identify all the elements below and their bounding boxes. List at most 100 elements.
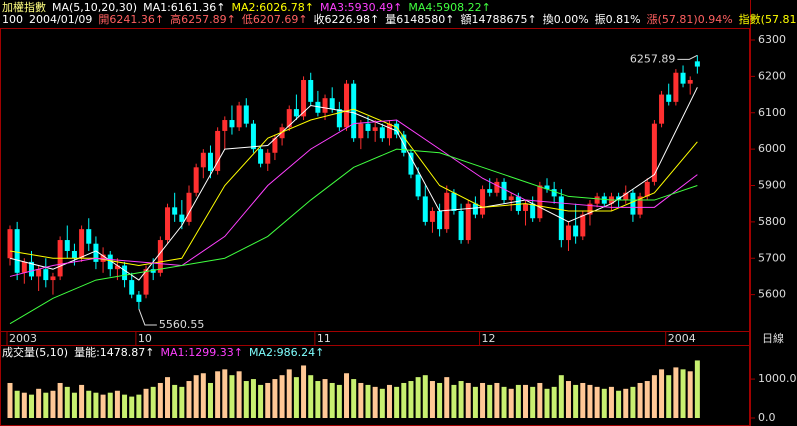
candle-body bbox=[293, 109, 299, 117]
volume-tick-label: 1000.0 bbox=[758, 372, 797, 385]
volume-bar bbox=[193, 375, 199, 418]
volume-bar bbox=[86, 390, 92, 418]
volume-bar bbox=[165, 377, 171, 418]
candle-body bbox=[458, 210, 464, 241]
candle-body bbox=[358, 123, 364, 139]
candle-body bbox=[451, 192, 457, 211]
volume-bar bbox=[250, 379, 256, 418]
candle-body bbox=[523, 203, 529, 211]
volume-bar bbox=[487, 384, 493, 418]
candle-body bbox=[250, 123, 256, 150]
candle-body bbox=[107, 254, 113, 270]
candle-body bbox=[666, 94, 672, 102]
volume-bar bbox=[14, 390, 20, 418]
volume-bar bbox=[200, 373, 206, 418]
candle-body bbox=[143, 269, 149, 295]
volume-bar bbox=[64, 386, 70, 418]
ma-line bbox=[9, 148, 698, 325]
candle-body bbox=[150, 269, 156, 273]
candle-body bbox=[329, 98, 335, 110]
date-frame bbox=[0, 331, 750, 346]
volume-bar bbox=[494, 382, 500, 418]
candle-body bbox=[215, 130, 221, 171]
candle-body bbox=[694, 61, 700, 67]
volume-bar bbox=[43, 392, 49, 418]
candle-body bbox=[236, 105, 242, 128]
volume-bar bbox=[616, 390, 622, 418]
volume-bar bbox=[666, 375, 672, 418]
volume-bar bbox=[508, 388, 514, 418]
volume-bar bbox=[36, 388, 42, 418]
volume-bar bbox=[207, 382, 213, 418]
volume-bar bbox=[114, 390, 120, 418]
header-item: 低6207.69↑ bbox=[242, 13, 308, 26]
y-tick-label: 6300 bbox=[758, 33, 786, 46]
candle-body bbox=[43, 269, 49, 281]
volume-bar bbox=[465, 382, 471, 418]
volume-bar bbox=[580, 382, 586, 418]
candle-body bbox=[14, 229, 20, 273]
candle-body bbox=[444, 192, 450, 230]
volume-bar bbox=[28, 394, 34, 418]
header-item: 高6257.89↑ bbox=[170, 12, 236, 26]
volume-bar bbox=[386, 384, 392, 418]
volume-bar bbox=[680, 369, 686, 418]
candle-body bbox=[637, 196, 643, 215]
header-item: 2004/01/09 bbox=[29, 13, 92, 26]
candle-body bbox=[544, 185, 550, 190]
candle-body bbox=[122, 265, 128, 281]
volume-tick-label: 0.0 bbox=[758, 411, 776, 424]
candle-body bbox=[93, 243, 99, 262]
candle-body bbox=[623, 192, 629, 201]
volume-bar bbox=[687, 371, 693, 418]
volume-bar bbox=[558, 375, 564, 418]
candle-body bbox=[21, 261, 27, 273]
annotation-label: 6257.89 bbox=[630, 52, 676, 65]
volume-bar bbox=[515, 384, 521, 418]
volume-bar bbox=[279, 375, 285, 418]
candle-body bbox=[365, 123, 371, 131]
volume-bar bbox=[623, 388, 629, 418]
volume-bar bbox=[594, 386, 600, 418]
candle-body bbox=[429, 210, 435, 222]
header-item: 指數(57.81)0 bbox=[739, 12, 797, 26]
volume-bar bbox=[315, 381, 321, 418]
header-item: 漲(57.81)0.94% bbox=[647, 13, 733, 26]
candle-body bbox=[172, 207, 178, 215]
annotation-leader bbox=[677, 54, 698, 60]
volume-bar bbox=[659, 369, 665, 418]
candle-body bbox=[243, 105, 249, 124]
x-tick-label: 12 bbox=[482, 332, 496, 345]
volume-bar bbox=[265, 382, 271, 418]
candle-body bbox=[565, 225, 571, 241]
candle-body bbox=[71, 250, 77, 259]
y-tick-label: 5900 bbox=[758, 179, 786, 192]
y-tick-label: 6000 bbox=[758, 142, 786, 155]
volume-bar bbox=[57, 382, 63, 418]
header-item: MA(5,10,20,30) bbox=[52, 1, 137, 14]
candle-body bbox=[515, 196, 521, 211]
header-item: 量能:1478.87↑ bbox=[74, 345, 154, 359]
volume-bar bbox=[308, 375, 314, 418]
volume-bar bbox=[301, 365, 307, 418]
x-tick-label: 10 bbox=[138, 332, 152, 345]
header-item: 加權指數 bbox=[2, 0, 46, 14]
candle-body bbox=[351, 83, 357, 139]
header-item: MA2:986.24↑ bbox=[249, 346, 324, 359]
volume-bar bbox=[79, 384, 85, 418]
candle-body bbox=[680, 72, 686, 84]
y-tick-label: 5600 bbox=[758, 288, 786, 301]
volume-bar bbox=[608, 386, 614, 418]
volume-bar bbox=[429, 381, 435, 418]
candle-body bbox=[286, 109, 292, 128]
header-row: 成交量(5,10) 量能:1478.87↑ MA1:1299.33↑ MA2:986.… bbox=[2, 345, 324, 359]
candle-body bbox=[265, 152, 271, 164]
volume-bar bbox=[100, 394, 106, 418]
candle-body bbox=[165, 207, 171, 241]
candle-body bbox=[336, 109, 342, 128]
header-item: MA2:6026.78↑ bbox=[232, 1, 314, 14]
candle-body bbox=[480, 189, 486, 215]
volume-bar bbox=[480, 382, 486, 418]
volume-bar bbox=[551, 386, 557, 418]
candle-body bbox=[472, 203, 478, 215]
